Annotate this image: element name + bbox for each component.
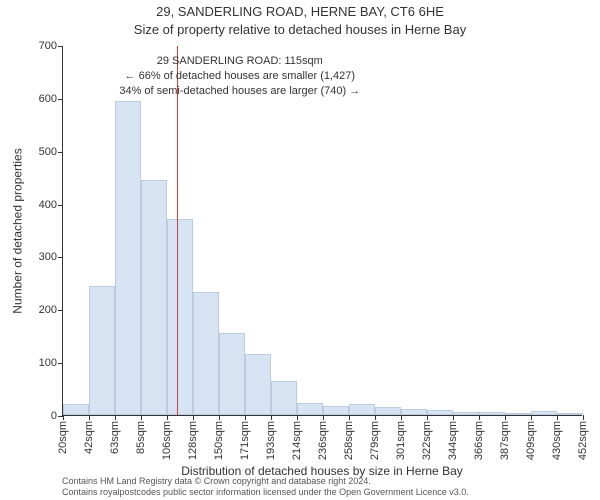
page-subtitle: Size of property relative to detached ho… <box>0 22 600 37</box>
y-tick-mark <box>58 152 63 153</box>
x-tick-label: 409sqm <box>525 421 537 460</box>
x-tick-label: 150sqm <box>213 421 225 460</box>
histogram-bar <box>167 219 193 415</box>
histogram-bar <box>505 413 531 415</box>
x-tick-mark <box>219 415 220 420</box>
x-tick-mark <box>479 415 480 420</box>
x-tick-mark <box>427 415 428 420</box>
histogram-bar <box>89 286 115 416</box>
histogram-bar <box>271 381 297 415</box>
annotation-line-3: 34% of semi-detached houses are larger (… <box>119 84 360 99</box>
x-tick-mark <box>531 415 532 420</box>
x-tick-mark <box>375 415 376 420</box>
x-tick-label: 344sqm <box>447 421 459 460</box>
x-tick-label: 193sqm <box>265 421 277 460</box>
x-tick-mark <box>115 415 116 420</box>
y-tick-mark <box>58 310 63 311</box>
histogram-bar <box>245 354 271 415</box>
histogram-bar <box>141 180 167 415</box>
y-tick-mark <box>58 46 63 47</box>
y-tick-mark <box>58 363 63 364</box>
x-tick-mark <box>323 415 324 420</box>
x-tick-label: 42sqm <box>83 421 95 454</box>
footnote: Contains HM Land Registry data © Crown c… <box>62 476 582 498</box>
x-tick-label: 301sqm <box>395 421 407 460</box>
marker-line <box>177 46 178 415</box>
annotation-line-1: 29 SANDERLING ROAD: 115sqm <box>119 54 360 69</box>
annotation-box: 29 SANDERLING ROAD: 115sqm← 66% of detac… <box>119 54 360 99</box>
x-tick-mark <box>401 415 402 420</box>
x-tick-mark <box>63 415 64 420</box>
footnote-line-1: Contains HM Land Registry data © Crown c… <box>62 476 582 487</box>
x-tick-label: 366sqm <box>473 421 485 460</box>
y-tick-mark <box>58 205 63 206</box>
x-tick-label: 85sqm <box>135 421 147 454</box>
histogram-bar <box>193 292 219 415</box>
page-title: 29, SANDERLING ROAD, HERNE BAY, CT6 6HE <box>0 4 600 19</box>
histogram-bar <box>453 412 479 415</box>
histogram-bar <box>63 404 89 415</box>
x-tick-label: 106sqm <box>161 421 173 460</box>
x-tick-label: 20sqm <box>57 421 69 454</box>
histogram-bar <box>297 403 323 415</box>
footnote-line-2: Contains royalpostcodes public sector in… <box>62 487 582 498</box>
x-tick-label: 236sqm <box>317 421 329 460</box>
histogram-bar <box>557 413 583 415</box>
x-tick-mark <box>297 415 298 420</box>
histogram-plot: 010020030040050060070020sqm42sqm63sqm85s… <box>62 46 582 416</box>
x-tick-label: 258sqm <box>343 421 355 460</box>
x-tick-label: 128sqm <box>187 421 199 460</box>
x-tick-mark <box>271 415 272 420</box>
y-axis-label: Number of detached properties <box>10 46 26 416</box>
x-tick-mark <box>583 415 584 420</box>
histogram-bar <box>115 101 141 416</box>
histogram-bar <box>531 411 557 415</box>
histogram-bar <box>375 407 401 415</box>
x-tick-mark <box>453 415 454 420</box>
histogram-bar <box>349 404 375 415</box>
annotation-line-2: ← 66% of detached houses are smaller (1,… <box>119 69 360 84</box>
x-tick-label: 322sqm <box>421 421 433 460</box>
x-tick-label: 430sqm <box>551 421 563 460</box>
histogram-bar <box>401 409 427 415</box>
x-tick-label: 452sqm <box>577 421 589 460</box>
y-tick-mark <box>58 99 63 100</box>
x-tick-label: 387sqm <box>499 421 511 460</box>
x-tick-label: 171sqm <box>239 421 251 460</box>
histogram-bar <box>479 412 505 415</box>
x-tick-label: 63sqm <box>109 421 121 454</box>
x-tick-mark <box>505 415 506 420</box>
histogram-bar <box>219 333 245 415</box>
y-tick-mark <box>58 257 63 258</box>
x-tick-mark <box>557 415 558 420</box>
x-tick-mark <box>167 415 168 420</box>
histogram-bar <box>323 406 349 416</box>
x-tick-mark <box>245 415 246 420</box>
histogram-bar <box>427 410 453 415</box>
x-tick-label: 214sqm <box>291 421 303 460</box>
x-tick-mark <box>349 415 350 420</box>
x-tick-mark <box>193 415 194 420</box>
x-tick-label: 279sqm <box>369 421 381 460</box>
x-tick-mark <box>141 415 142 420</box>
x-tick-mark <box>89 415 90 420</box>
